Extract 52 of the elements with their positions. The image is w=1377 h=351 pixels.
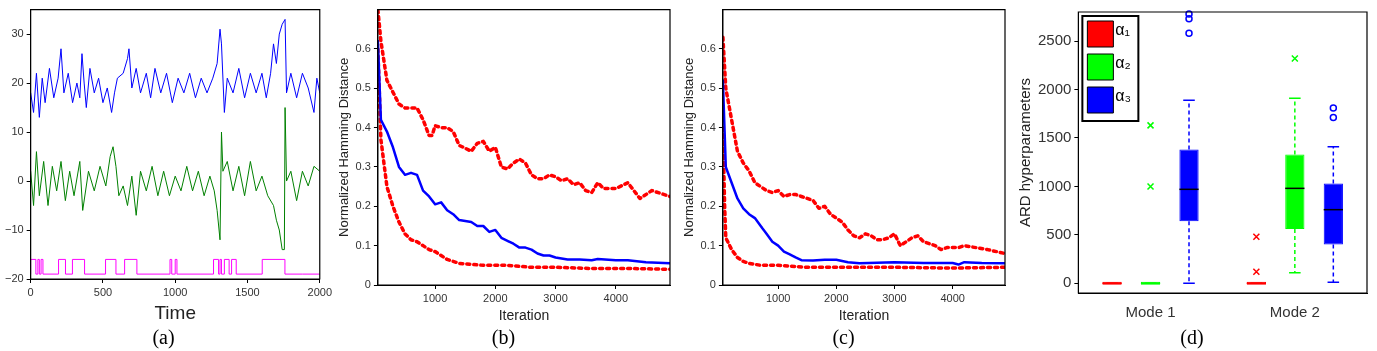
x-tick-label: 3000 <box>882 291 907 304</box>
text: (c) <box>832 326 855 350</box>
text: (d) <box>1180 326 1204 350</box>
x-tick-label: 4000 <box>940 291 965 304</box>
y-tick-label: 0.5 <box>355 81 371 94</box>
x-tick-label: 1000 <box>422 291 448 304</box>
y-tick-label: 0.2 <box>700 199 716 212</box>
x-tick-label: 0 <box>27 285 34 298</box>
y-tick-label: 0.4 <box>355 120 371 133</box>
text: (b) <box>491 326 516 350</box>
y-tick-label: 30 <box>11 27 24 40</box>
y-tick-label: 0.3 <box>355 160 371 172</box>
x-tick-label: 2000 <box>483 291 508 304</box>
x-tick-label: 500 <box>93 285 113 298</box>
x-tick-label: 4000 <box>603 291 629 304</box>
y-tick-label: 0.4 <box>700 120 716 133</box>
x-axis-title: Iteration <box>838 307 890 324</box>
y-tick-label: −20 <box>4 272 24 285</box>
x-tick-label: 1500 <box>235 285 260 298</box>
x-tick-label: Mode 1 <box>1125 303 1176 321</box>
y-tick-label: 2500 <box>1037 31 1072 49</box>
x-tick-label: 1000 <box>765 291 791 304</box>
y-tick-label: 0.2 <box>355 199 371 212</box>
y-tick-label: 1500 <box>1037 128 1072 146</box>
y-tick-label: 0.5 <box>700 81 716 94</box>
y-tick-label: 0.1 <box>700 238 716 251</box>
y-tick-label: 0.6 <box>355 41 371 54</box>
x-tick-label: 1000 <box>162 285 188 298</box>
legend-label: α₁ <box>1115 21 1131 39</box>
y-axis-title: Normalized Hamming Distance <box>681 57 697 237</box>
y-tick-label: −10 <box>4 223 24 236</box>
y-tick-label: 1000 <box>1037 176 1072 194</box>
x-tick-label: 3000 <box>543 291 568 304</box>
legend-label: α₂ <box>1115 54 1131 72</box>
x-axis-title: Time <box>154 301 196 323</box>
y-axis-title: Normalized Hamming Distance <box>336 57 352 237</box>
y-tick-label: 10 <box>11 125 24 138</box>
y-tick-label: 0 <box>17 174 24 187</box>
y-tick-label: 0.1 <box>355 238 371 251</box>
x-tick-label: 2000 <box>307 285 333 298</box>
x-axis-title: Iteration <box>498 307 550 324</box>
line-series <box>722 35 1005 256</box>
y-axis-title: ARD hyperparameters <box>1016 77 1034 228</box>
y-tick-label: 0.3 <box>700 160 716 172</box>
y-tick-label: 2000 <box>1037 79 1072 97</box>
legend-label: α₃ <box>1115 87 1132 105</box>
x-tick-label: Mode 2 <box>1269 303 1320 321</box>
y-tick-label: 500 <box>1046 225 1072 242</box>
y-tick-label: 20 <box>11 76 24 89</box>
y-tick-label: 0.6 <box>700 41 716 54</box>
x-tick-label: 2000 <box>824 291 849 304</box>
text: (a) <box>152 326 175 350</box>
